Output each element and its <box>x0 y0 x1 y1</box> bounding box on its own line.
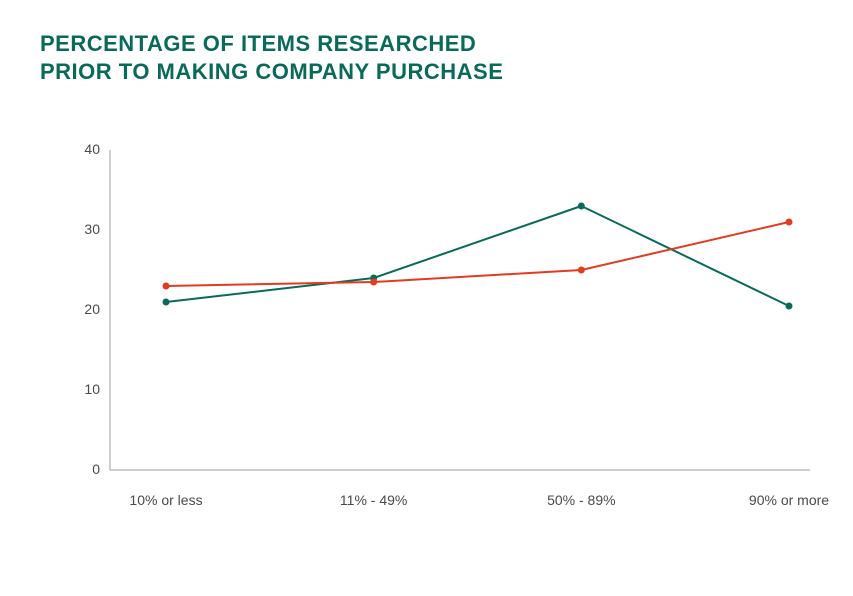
x-axis-tick-label: 10% or less <box>129 492 202 508</box>
y-axis-tick-label: 0 <box>60 461 100 477</box>
series-line-series-a <box>166 206 789 306</box>
chart-title-line2: PRIOR TO MAKING COMPANY PURCHASE <box>40 59 503 84</box>
series-marker-series-a <box>786 303 793 310</box>
series-marker-series-b <box>163 283 170 290</box>
y-axis-tick-label: 20 <box>60 301 100 317</box>
chart-series <box>40 130 830 490</box>
x-axis-tick-label: 50% - 89% <box>547 492 615 508</box>
series-marker-series-b <box>578 267 585 274</box>
y-axis-tick-label: 10 <box>60 381 100 397</box>
line-chart: 01020304010% or less11% - 49%50% - 89%90… <box>40 130 820 550</box>
chart-title-line1: PERCENTAGE OF ITEMS RESEARCHED <box>40 31 476 56</box>
series-marker-series-a <box>578 203 585 210</box>
series-marker-series-b <box>370 279 377 286</box>
y-axis-tick-label: 30 <box>60 221 100 237</box>
x-axis-tick-label: 90% or more <box>749 492 829 508</box>
y-axis-tick-label: 40 <box>60 141 100 157</box>
series-marker-series-b <box>786 219 793 226</box>
chart-title: PERCENTAGE OF ITEMS RESEARCHED PRIOR TO … <box>40 30 503 85</box>
x-axis-tick-label: 11% - 49% <box>340 492 407 508</box>
series-line-series-b <box>166 222 789 286</box>
series-marker-series-a <box>163 299 170 306</box>
